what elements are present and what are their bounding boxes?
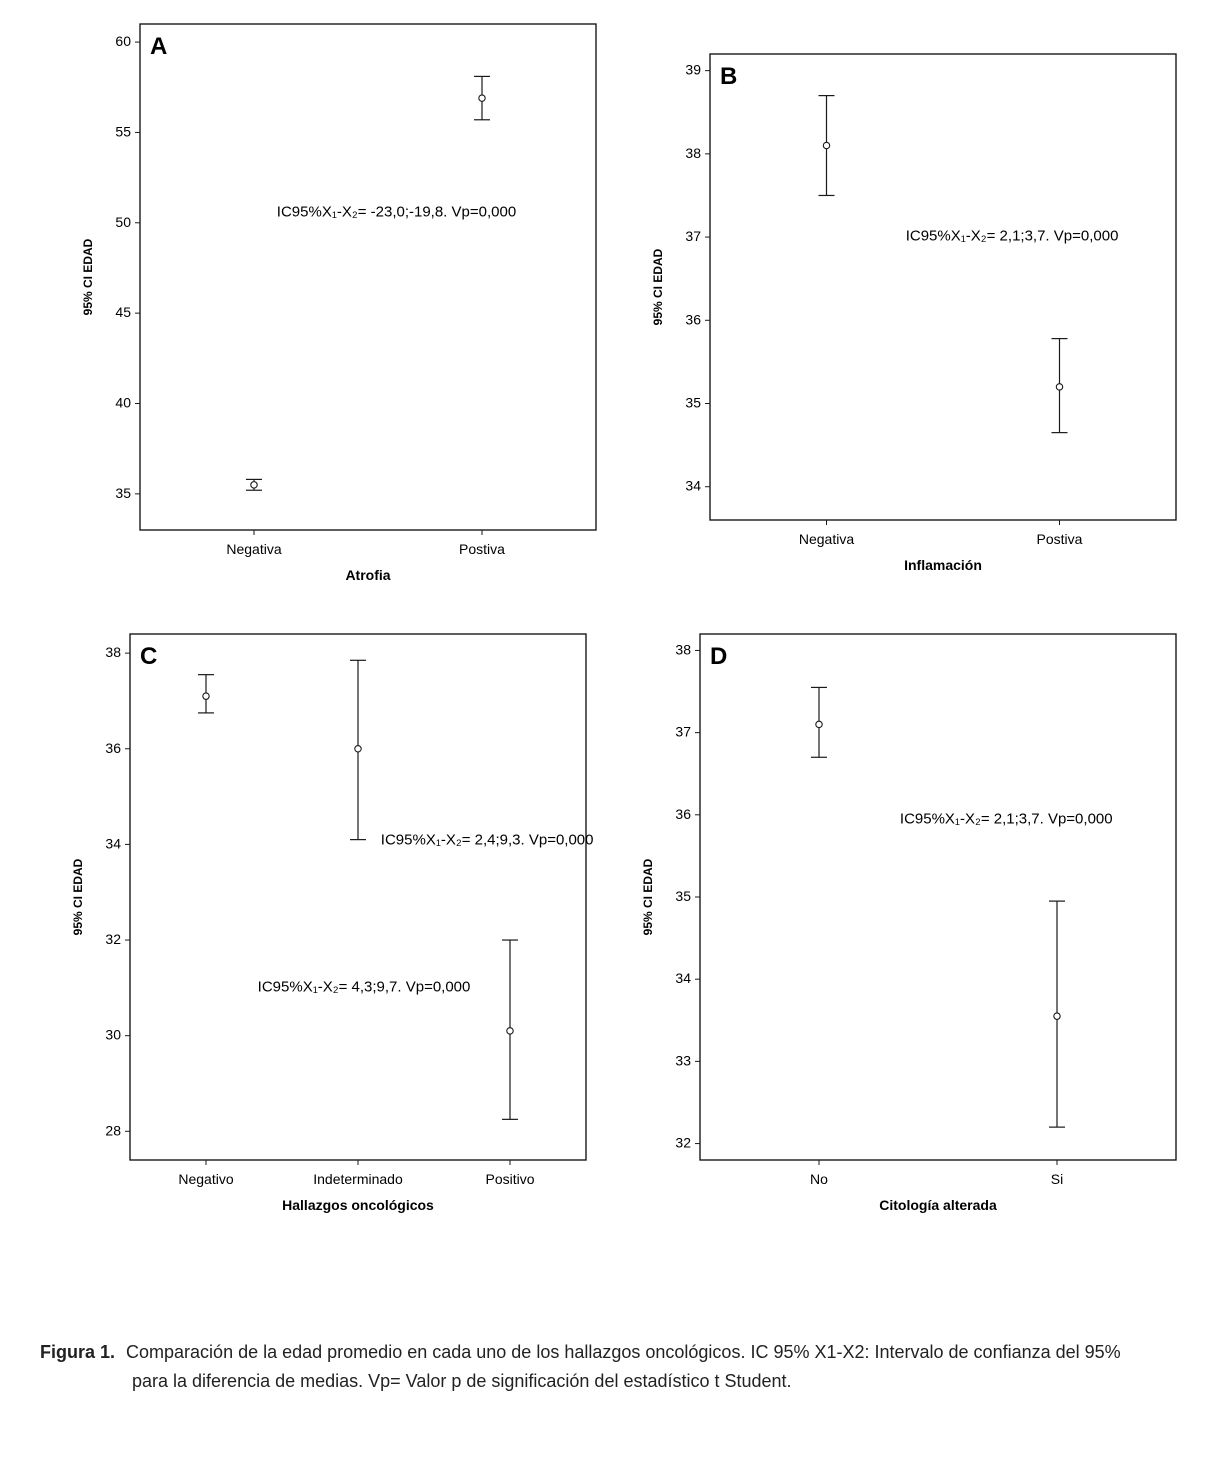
svg-text:IC95%X₁-X₂= 2,4;9,3. Vp=0,000: IC95%X₁-X₂= 2,4;9,3. Vp=0,000 <box>381 831 594 848</box>
svg-text:34: 34 <box>685 478 701 494</box>
svg-text:40: 40 <box>115 395 131 411</box>
svg-text:Atrofia: Atrofia <box>345 567 390 583</box>
svg-text:Positivo: Positivo <box>485 1171 534 1187</box>
svg-text:C: C <box>140 643 157 670</box>
svg-text:33: 33 <box>675 1052 691 1068</box>
svg-text:35: 35 <box>685 395 701 411</box>
panel-d-svg: 32 33 34 35 36 37 38 No Si Citología alterada 95% … <box>630 620 1190 1240</box>
panel-b: 34 35 36 37 38 39 Negativa Postiva Inflamación 95… <box>640 40 1190 600</box>
figure-caption-text1: Comparación de la edad promedio en cada … <box>126 1342 1121 1362</box>
svg-text:Negativa: Negativa <box>226 541 281 557</box>
panel-d: 32 33 34 35 36 37 38 No Si Citología alterada 95% … <box>630 620 1190 1240</box>
svg-text:95% CI EDAD: 95% CI EDAD <box>71 858 85 935</box>
svg-text:95% CI EDAD: 95% CI EDAD <box>81 238 95 315</box>
svg-text:IC95%X₁-X₂= 2,1;3,7. Vp=0,000: IC95%X₁-X₂= 2,1;3,7. Vp=0,000 <box>900 810 1113 827</box>
panel-a-svg: 35 40 45 50 55 60 Negativa Postiva Atrofia 95% CI… <box>70 10 610 610</box>
svg-text:30: 30 <box>105 1027 121 1043</box>
svg-text:60: 60 <box>115 33 131 49</box>
svg-text:95% CI EDAD: 95% CI EDAD <box>651 248 665 325</box>
svg-text:38: 38 <box>685 145 701 161</box>
panel-b-svg: 34 35 36 37 38 39 Negativa Postiva Inflamación 95… <box>640 40 1190 600</box>
svg-text:A: A <box>150 33 167 60</box>
svg-text:35: 35 <box>115 485 131 501</box>
svg-text:IC95%X₁-X₂= 2,1;3,7. Vp=0,000: IC95%X₁-X₂= 2,1;3,7. Vp=0,000 <box>906 227 1119 244</box>
svg-text:Si: Si <box>1051 1171 1063 1187</box>
svg-text:45: 45 <box>115 304 131 320</box>
svg-text:Negativa: Negativa <box>799 531 854 547</box>
svg-text:32: 32 <box>105 931 121 947</box>
svg-text:IC95%X₁-X₂= -23,0;-19,8. Vp=0,: IC95%X₁-X₂= -23,0;-19,8. Vp=0,000 <box>277 203 516 220</box>
svg-text:IC95%X₁-X₂= 4,3;9,7. Vp=0,000: IC95%X₁-X₂= 4,3;9,7. Vp=0,000 <box>258 979 471 996</box>
svg-text:Inflamación: Inflamación <box>904 557 982 573</box>
svg-text:39: 39 <box>685 62 701 78</box>
figure-caption-label: Figura 1. <box>40 1342 115 1362</box>
svg-text:No: No <box>810 1171 828 1187</box>
svg-text:Hallazgos oncológicos: Hallazgos oncológicos <box>282 1197 434 1213</box>
panel-a: 35 40 45 50 55 60 Negativa Postiva Atrofia 95% CI… <box>70 10 610 610</box>
svg-text:35: 35 <box>675 888 691 904</box>
svg-text:36: 36 <box>675 806 691 822</box>
svg-text:Postiva: Postiva <box>459 541 505 557</box>
svg-text:Postiva: Postiva <box>1037 531 1083 547</box>
svg-text:B: B <box>720 63 737 90</box>
svg-text:36: 36 <box>685 311 701 327</box>
svg-text:37: 37 <box>685 228 701 244</box>
svg-text:Citología alterada: Citología alterada <box>879 1197 997 1213</box>
svg-text:36: 36 <box>105 740 121 756</box>
svg-text:55: 55 <box>115 123 131 139</box>
figure-caption: Figura 1. Comparación de la edad promedi… <box>40 1338 1157 1396</box>
svg-text:95% CI EDAD: 95% CI EDAD <box>641 858 655 935</box>
svg-text:Indeterminado: Indeterminado <box>313 1171 403 1187</box>
svg-text:Negativo: Negativo <box>178 1171 233 1187</box>
svg-text:37: 37 <box>675 724 691 740</box>
svg-text:34: 34 <box>105 835 121 851</box>
figure-page: 35 40 45 50 55 60 Negativa Postiva Atrofia 95% CI… <box>0 0 1217 1466</box>
svg-text:38: 38 <box>675 641 691 657</box>
svg-text:50: 50 <box>115 214 131 230</box>
panel-c-svg: 28 30 32 34 36 38 Negativo Indeterminado Positiv… <box>60 620 600 1240</box>
svg-text:32: 32 <box>675 1135 691 1151</box>
svg-text:34: 34 <box>675 970 691 986</box>
svg-text:38: 38 <box>105 644 121 660</box>
svg-text:D: D <box>710 643 727 670</box>
panel-c: 28 30 32 34 36 38 Negativo Indeterminado Positiv… <box>60 620 600 1240</box>
figure-caption-text2: para la diferencia de medias. Vp= Valor … <box>40 1367 1157 1396</box>
svg-text:28: 28 <box>105 1122 121 1138</box>
